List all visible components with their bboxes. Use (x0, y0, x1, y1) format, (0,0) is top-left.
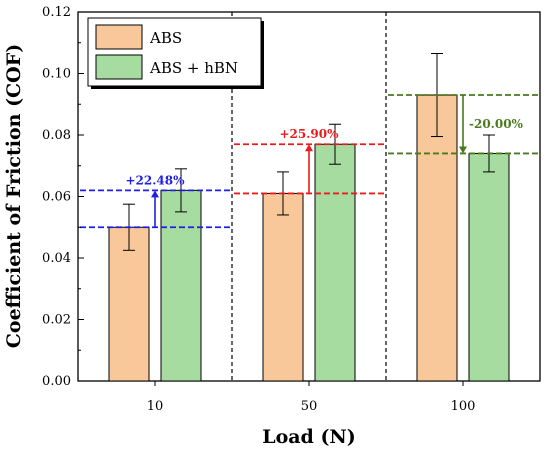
group-separators (231, 12, 387, 381)
y-axis: 0.00 0.02 0.04 0.06 0.08 0.10 0.12 (42, 5, 84, 389)
x-tick-label: 50 (301, 399, 318, 414)
bar (262, 192, 304, 382)
error-bars (123, 53, 495, 251)
legend: ABS ABS + hBN (87, 17, 264, 89)
arrow-head (459, 146, 467, 154)
legend-label: ABS (149, 29, 182, 47)
y-tick-label: 0.04 (42, 251, 71, 266)
y-tick-label: 0.00 (42, 374, 71, 389)
x-axis-title: Load (N) (262, 426, 356, 448)
x-tick-label: 10 (147, 399, 164, 414)
bar (160, 189, 202, 382)
legend-swatch (95, 54, 143, 80)
y-axis-title: Coefficient of Friction (COF) (3, 44, 25, 348)
arrow-head (305, 144, 313, 152)
arrow-head (151, 190, 159, 198)
x-tick-label: 100 (451, 399, 476, 414)
y-tick-label: 0.06 (42, 190, 71, 205)
x-axis: 10 50 100 (147, 381, 476, 414)
legend-label: ABS + hBN (149, 59, 238, 77)
y-tick-label: 0.12 (42, 5, 71, 20)
bar (416, 94, 458, 382)
percent-label: +25.90% (279, 127, 339, 141)
y-tick-label: 0.10 (42, 67, 71, 82)
bar (108, 226, 150, 382)
bar (314, 143, 356, 382)
percent-label: +22.48% (125, 173, 185, 187)
y-tick-label: 0.02 (42, 313, 71, 328)
bars (108, 94, 510, 382)
y-tick-label: 0.08 (42, 128, 71, 143)
bar (468, 152, 510, 382)
percent-annotations: +22.48% +25.90% -20.00% (80, 94, 538, 229)
percent-label: -20.00% (469, 117, 524, 131)
legend-swatch (95, 24, 143, 50)
